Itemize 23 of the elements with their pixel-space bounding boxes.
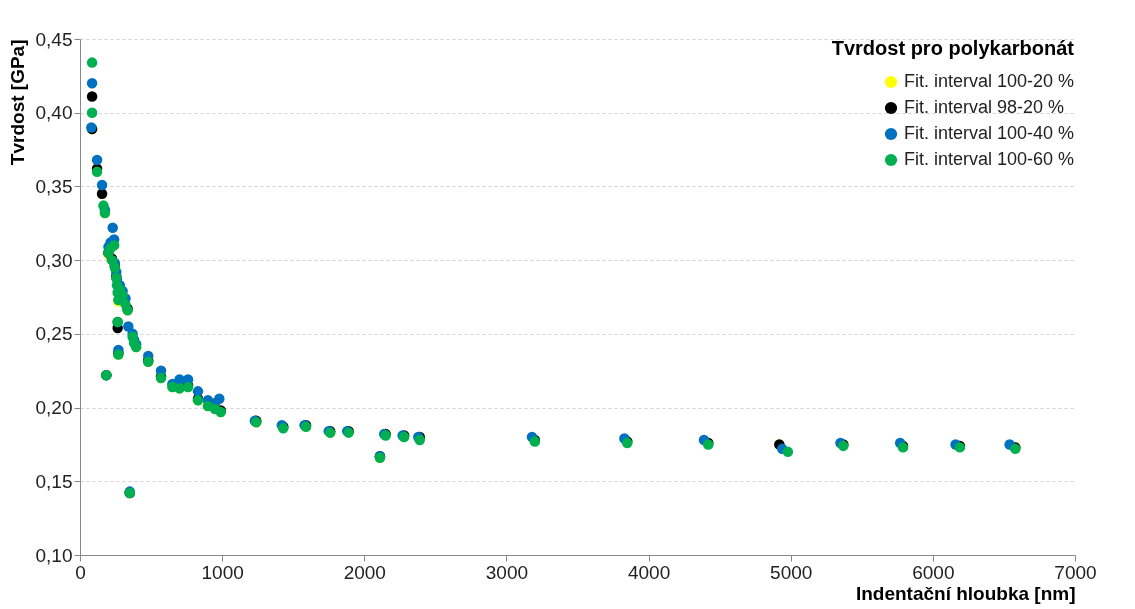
x-axis-title: Indentační hloubka [nm] — [855, 582, 1076, 604]
y-axis-title: Tvrdost [GPa] — [6, 39, 28, 166]
legend-title: Tvrdost pro polykarbonát — [831, 37, 1075, 59]
x-tick-label: 1000 — [201, 561, 244, 583]
x-tick-label: 6000 — [912, 561, 955, 583]
y-tick-label: 0,20 — [35, 397, 73, 419]
y-tick-label: 0,45 — [35, 28, 73, 50]
legend-label: Fit. interval 100-60 % — [904, 149, 1075, 169]
x-tick-label: 5000 — [770, 561, 813, 583]
y-tick-label: 0,30 — [35, 249, 73, 271]
legend-label: Fit. interval 100-40 % — [904, 123, 1075, 143]
x-tick-label: 0 — [75, 561, 86, 583]
x-tick-label: 4000 — [627, 561, 671, 583]
y-tick-label: 0,40 — [35, 102, 73, 124]
y-tick-label: 0,15 — [35, 470, 73, 492]
legend-label: Fit. interval 100-20 % — [904, 71, 1075, 91]
y-tick-label: 0,25 — [35, 323, 73, 345]
x-tick-label: 7000 — [1054, 561, 1097, 583]
legend-label: Fit. interval 98-20 % — [904, 97, 1065, 117]
x-tick-label: 2000 — [343, 561, 386, 583]
y-tick-label: 0,10 — [35, 544, 73, 566]
y-tick-label: 0,35 — [35, 175, 73, 197]
x-tick-label: 3000 — [485, 561, 529, 583]
